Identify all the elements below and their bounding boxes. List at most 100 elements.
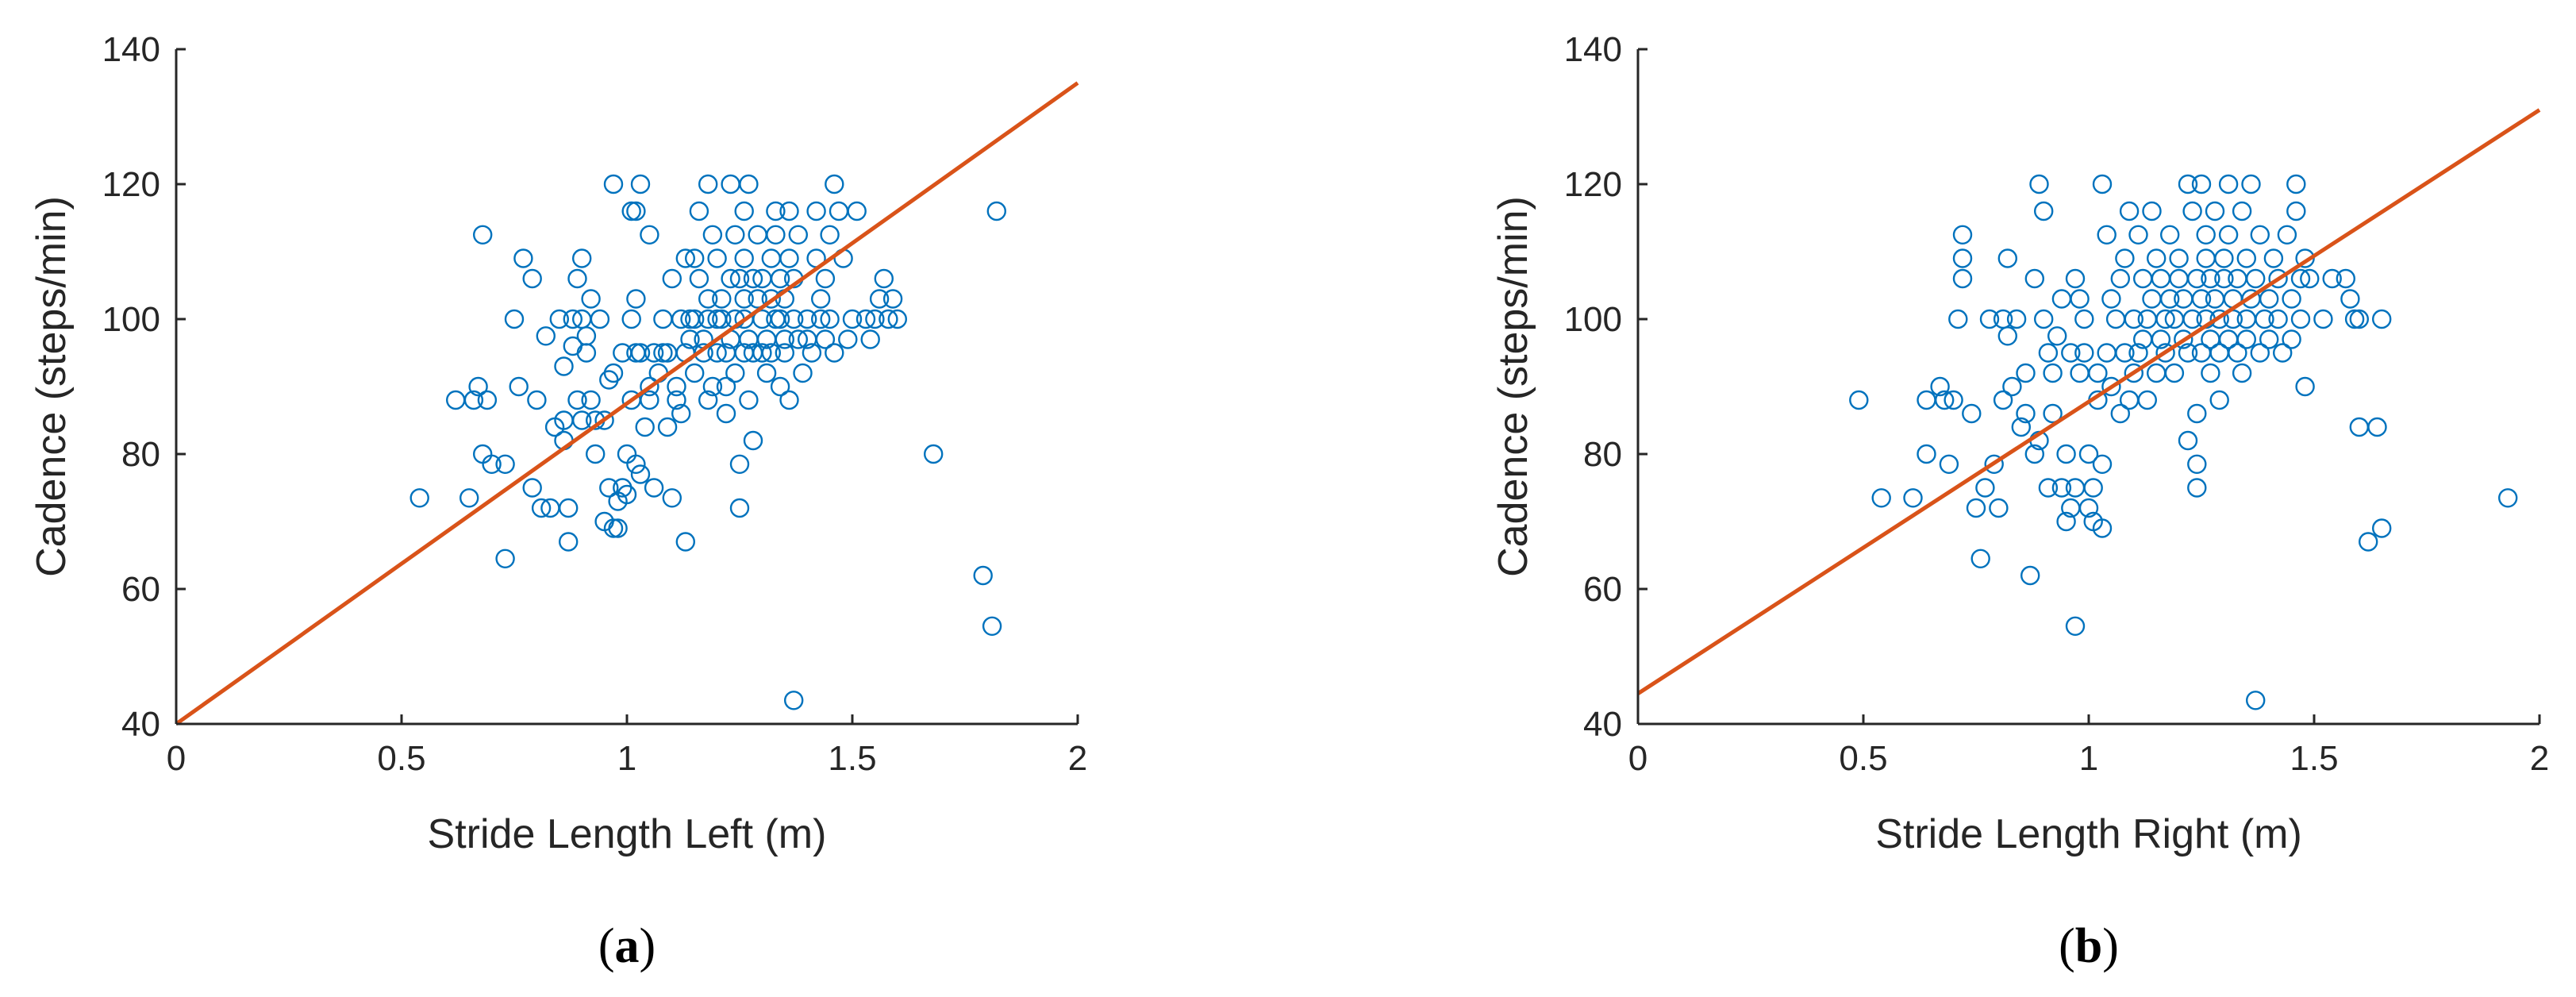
data-point (594, 410, 614, 430)
data-point (829, 201, 849, 221)
data-point (2020, 565, 2040, 586)
data-point (536, 326, 556, 346)
y-tick-label: 40 (121, 705, 160, 744)
data-point (2322, 268, 2342, 289)
data-point (1966, 498, 1986, 518)
data-point (2065, 478, 2086, 498)
fit-line (175, 81, 1079, 726)
data-point (779, 390, 799, 410)
data-point (2092, 454, 2113, 474)
data-point (788, 329, 808, 349)
data-point (667, 390, 686, 410)
data-point (2250, 343, 2270, 363)
data-point (644, 343, 664, 363)
data-point (2349, 309, 2370, 329)
data-point (2268, 268, 2288, 289)
data-point (2313, 309, 2333, 329)
data-point (603, 363, 624, 383)
data-point (798, 309, 817, 329)
data-point (2236, 329, 2257, 349)
x-tick-label: 2 (2530, 739, 2549, 778)
data-point (2191, 289, 2212, 309)
data-point (468, 376, 488, 397)
y-tick-label: 60 (1583, 570, 1622, 609)
data-point (446, 390, 466, 410)
data-point (2006, 309, 2027, 329)
data-point (2182, 309, 2202, 329)
data-point (685, 248, 705, 268)
data-point (702, 225, 723, 244)
chart-panel-a: 0 0.5 1 1.5 2 40 60 80 100 120 140 Stride Length Le… (29, 30, 1087, 973)
data-point (572, 410, 592, 430)
data-point (2033, 201, 2054, 221)
data-point (707, 343, 727, 363)
data-point (459, 488, 479, 508)
data-point (734, 201, 754, 221)
data-point (2115, 248, 2135, 268)
data-point (2209, 309, 2229, 329)
data-point (2358, 532, 2378, 552)
data-point (2174, 329, 2193, 349)
data-point (640, 390, 659, 410)
data-point (2137, 390, 2158, 410)
data-point (2277, 225, 2297, 244)
data-point (779, 201, 799, 221)
data-point (869, 289, 890, 309)
x-tick-label: 1.5 (828, 739, 876, 778)
panel-letter: a (615, 919, 640, 973)
data-point (2092, 174, 2113, 194)
data-point (2137, 309, 2158, 329)
data-point (1997, 248, 2018, 268)
x-tick-label: 1 (617, 739, 636, 778)
data-point (504, 309, 525, 329)
data-point (2128, 225, 2148, 244)
data-point (825, 174, 844, 194)
data-point (707, 248, 727, 268)
data-point (2142, 289, 2162, 309)
data-point (2097, 343, 2117, 363)
data-point (581, 289, 601, 309)
data-point (1952, 268, 1973, 289)
y-tick-label: 40 (1583, 705, 1622, 744)
data-point (2083, 478, 2103, 498)
data-point (653, 343, 673, 363)
data-point (788, 225, 808, 244)
data-point (770, 268, 790, 289)
data-point (2336, 268, 2356, 289)
data-point (1993, 390, 2013, 410)
data-point (2187, 403, 2207, 424)
data-point (761, 289, 781, 309)
data-point (2236, 248, 2257, 268)
data-point (617, 484, 637, 505)
data-point (748, 289, 767, 309)
data-point (554, 356, 574, 376)
data-point (2016, 403, 2036, 424)
data-point (2061, 343, 2081, 363)
data-point (2169, 268, 2189, 289)
x-tick-label: 0.5 (377, 739, 425, 778)
data-point (2205, 201, 2225, 221)
data-point (1989, 498, 2009, 518)
data-point (630, 464, 651, 484)
data-point (725, 225, 745, 244)
data-point (2024, 444, 2045, 464)
data-point (2065, 268, 2086, 289)
data-point (748, 225, 767, 244)
data-point (2016, 363, 2036, 383)
data-point (685, 363, 705, 383)
data-point (2110, 268, 2131, 289)
x-tick-label: 1 (2079, 739, 2098, 778)
y-tick-label: 120 (102, 165, 160, 204)
data-point (2051, 478, 2072, 498)
data-point (2115, 343, 2135, 363)
data-point (2497, 488, 2518, 508)
data-point (657, 343, 678, 363)
data-point (729, 498, 750, 518)
data-point (477, 390, 498, 410)
data-point (2187, 478, 2207, 498)
data-point (721, 268, 740, 289)
data-point (838, 329, 858, 349)
data-point (2047, 326, 2067, 346)
x-tick-label: 0.5 (1839, 739, 1887, 778)
data-point (986, 201, 1007, 221)
